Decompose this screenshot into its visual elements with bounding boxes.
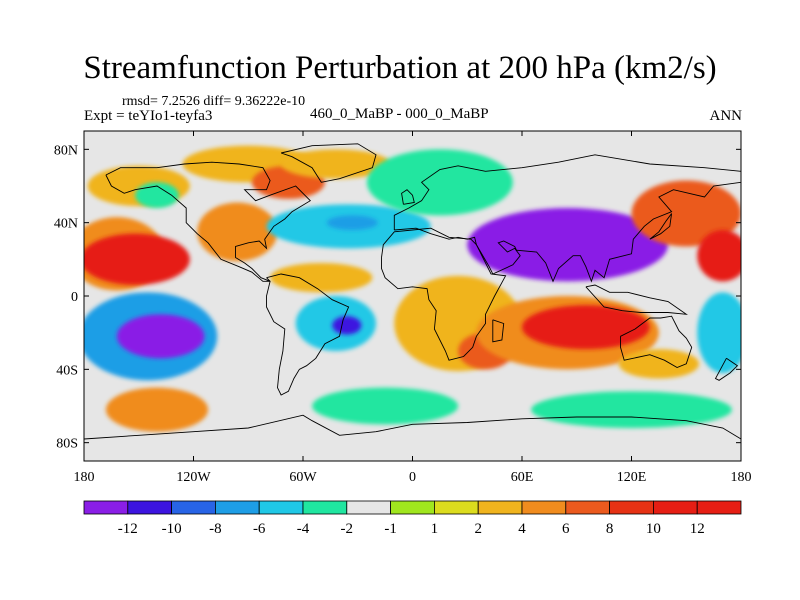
contour-region xyxy=(366,149,513,216)
contour-region xyxy=(332,316,362,335)
coastline xyxy=(381,227,507,361)
coastline xyxy=(492,319,505,343)
latitude-labels: 80N 40N 0 40S 80S xyxy=(54,143,78,451)
coastline xyxy=(84,414,741,440)
colorbar-swatch xyxy=(477,500,523,515)
colorbar-swatch xyxy=(214,500,260,515)
contour-region xyxy=(312,387,459,425)
colorbar-swatch xyxy=(302,500,348,515)
lat-tick-label: 0 xyxy=(71,290,78,305)
colorbar-label: -4 xyxy=(297,521,310,537)
coastline xyxy=(393,154,741,283)
colorbar-label: 8 xyxy=(606,521,614,537)
colorbar: -12 -10 -8 -6 -4 -2 -1 1 2 4 6 8 10 12 xyxy=(83,500,742,537)
contour-region xyxy=(197,202,278,262)
colorbar-label: 2 xyxy=(474,521,482,537)
colorbar-label: 10 xyxy=(646,521,661,537)
colorbar-label: -6 xyxy=(253,521,266,537)
lat-tick-label: 80N xyxy=(54,143,78,158)
colorbar-label: 6 xyxy=(562,521,570,537)
colorbar-swatch xyxy=(609,500,654,515)
map-title: Streamfunction Perturbation at 200 hPa (… xyxy=(83,50,717,86)
lon-tick-label: 60E xyxy=(511,470,534,485)
coastline xyxy=(714,357,739,381)
contour-region xyxy=(116,314,205,359)
lon-tick-label: 120E xyxy=(617,470,647,485)
colorbar-swatch xyxy=(696,500,742,515)
contour-region xyxy=(270,263,373,293)
colorbar-swatch xyxy=(433,500,479,515)
colorbar-swatch xyxy=(565,500,610,515)
lon-tick-label: 180 xyxy=(74,470,95,485)
colorbar-swatch xyxy=(390,500,435,515)
coastline xyxy=(266,273,350,396)
coastline xyxy=(620,315,693,368)
colorbar-label: -12 xyxy=(118,521,138,537)
colorbar-label: -1 xyxy=(384,521,397,537)
lat-tick-label: 80S xyxy=(56,437,78,452)
coastline xyxy=(649,213,673,240)
coastline xyxy=(280,143,377,183)
coastline xyxy=(105,161,312,282)
colorbar-label: 4 xyxy=(518,521,526,537)
contour-region xyxy=(531,391,732,428)
colorbar-swatch xyxy=(258,500,304,515)
colorbar-label: 12 xyxy=(690,521,705,537)
colorbar-swatch xyxy=(127,500,173,515)
contour-region xyxy=(522,305,650,350)
stats-text: rmsd= 7.2526 diff= 9.36222e-10 xyxy=(122,94,306,109)
lon-tick-label: 120W xyxy=(176,470,211,485)
colorbar-swatch xyxy=(521,500,567,515)
lon-tick-label: 60W xyxy=(289,470,317,485)
contour-region xyxy=(105,387,209,432)
coastline xyxy=(401,189,415,205)
colorbar-swatch xyxy=(346,500,391,515)
lat-tick-label: 40S xyxy=(56,363,78,378)
coastline-layer xyxy=(84,143,741,440)
experiment-label: Expt = teYIo1-teyfa3 xyxy=(84,108,213,124)
lat-tick-label: 40N xyxy=(54,217,78,232)
colorbar-swatch xyxy=(653,500,698,515)
colorbar-label: -8 xyxy=(209,521,222,537)
lon-tick-label: 0 xyxy=(409,470,416,485)
period-label: 460_0_MaBP - 000_0_MaBP xyxy=(310,106,489,122)
contour-region xyxy=(618,349,700,379)
colorbar-label: -2 xyxy=(341,521,354,537)
contour-region xyxy=(467,208,668,282)
contour-region xyxy=(697,292,741,373)
contour-region xyxy=(697,230,741,282)
longitude-labels: 180 120W 60W 0 60E 120E 180 xyxy=(74,470,752,485)
colorbar-swatch xyxy=(171,500,216,515)
colorbar-label: 1 xyxy=(431,521,439,537)
lon-tick-label: 180 xyxy=(731,470,752,485)
contour-region xyxy=(135,182,179,209)
axis-ticks xyxy=(83,131,742,461)
contour-region xyxy=(84,233,190,285)
contour-layer xyxy=(84,145,741,432)
contour-region xyxy=(281,149,391,179)
coastline xyxy=(585,284,688,315)
season-label: ANN xyxy=(709,108,743,124)
colorbar-swatch xyxy=(83,500,129,515)
contour-region xyxy=(326,215,378,231)
colorbar-label: -10 xyxy=(162,521,182,537)
